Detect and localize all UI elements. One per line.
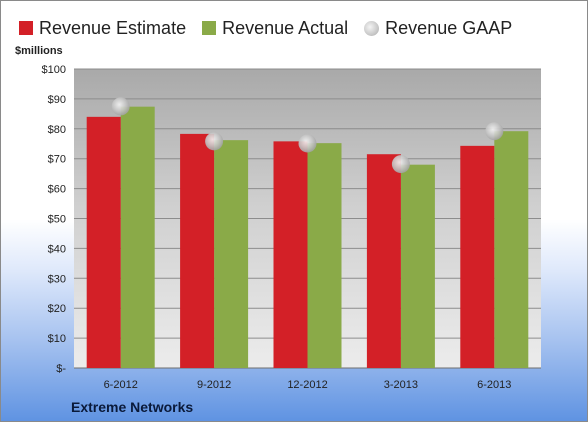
x-axis-ticks: 6-2012 9-2012 12-2012 3-2013 6-2013 [104, 379, 512, 391]
y-tick-label: $40 [48, 243, 66, 255]
x-tick-label: 3-2013 [384, 379, 418, 391]
legend-swatch-revenue-actual [202, 21, 217, 35]
legend-swatch-revenue-estimate [19, 21, 33, 35]
legend-label-revenue-actual: Revenue Actual [222, 17, 349, 38]
bar-revenue-estimate [460, 145, 495, 368]
legend-label-revenue-gaap: Revenue GAAP [385, 17, 513, 38]
x-tick-label: 6-2012 [104, 379, 138, 391]
marker-revenue-gaap [205, 132, 224, 151]
gaap-markers [111, 97, 504, 174]
y-tick-label: $90 [48, 94, 66, 106]
y-tick-label: $80 [48, 124, 66, 136]
bar-revenue-actual [120, 106, 155, 368]
x-tick-label: 12-2012 [287, 379, 327, 391]
legend-item-revenue-estimate: Revenue Estimate [19, 18, 186, 39]
x-tick-label: 6-2013 [477, 379, 511, 391]
bar-revenue-actual [494, 131, 529, 368]
y-axis-ticks: $- $10 $20 $30 $40 $50 $60 $70 $80 $90 $100 [42, 64, 67, 375]
bar-revenue-estimate [86, 116, 121, 368]
bar-revenue-actual [400, 164, 435, 368]
x-tick-label: 9-2012 [197, 379, 231, 391]
marker-revenue-gaap [391, 155, 410, 174]
legend-swatch-revenue-gaap [364, 20, 380, 36]
marker-revenue-gaap [111, 97, 130, 116]
y-axis-unit-label: $millions [15, 45, 63, 57]
marker-revenue-gaap [485, 122, 504, 141]
legend: Revenue Estimate Revenue Actual Revenue … [19, 15, 512, 41]
legend-item-revenue-actual: Revenue Actual [202, 18, 348, 39]
bar-revenue-estimate [273, 141, 308, 368]
bar-revenue-estimate [366, 154, 401, 368]
legend-item-revenue-gaap: Revenue GAAP [364, 18, 512, 39]
company-name: Extreme Networks [71, 399, 194, 415]
y-tick-label: $50 [48, 214, 66, 226]
marker-revenue-gaap [298, 134, 317, 153]
bars [86, 106, 529, 368]
y-tick-label: $20 [48, 303, 66, 315]
bar-revenue-estimate [180, 133, 215, 368]
bar-revenue-actual [307, 143, 342, 368]
y-tick-label: $70 [48, 154, 66, 166]
y-tick-label: $- [56, 363, 66, 375]
legend-label-revenue-estimate: Revenue Estimate [39, 17, 187, 38]
y-tick-label: $100 [42, 64, 66, 76]
bar-revenue-actual [214, 140, 249, 368]
y-tick-label: $60 [48, 184, 66, 196]
y-tick-label: $30 [48, 273, 66, 285]
y-tick-label: $10 [48, 333, 66, 345]
